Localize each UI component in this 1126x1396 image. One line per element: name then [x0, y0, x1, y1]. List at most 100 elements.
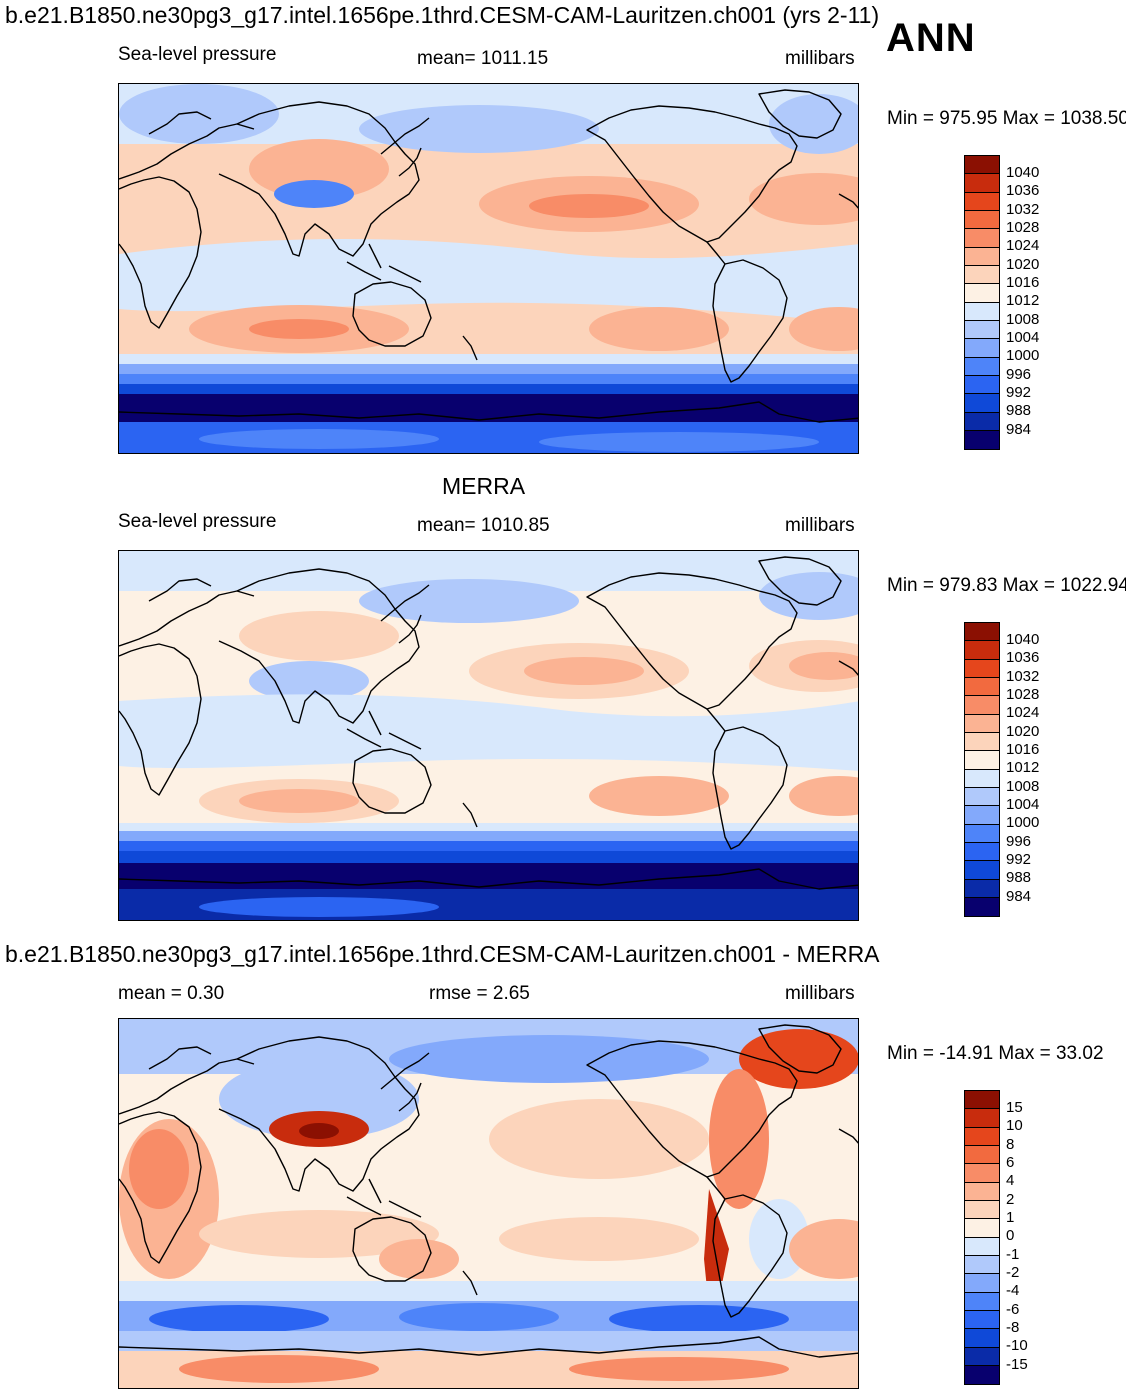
colorbar-swatch: [965, 1200, 999, 1220]
colorbar-tick-label: 8: [1006, 1135, 1015, 1153]
colorbar-swatch: [965, 394, 999, 413]
colorbar-tick-label: 988: [1006, 402, 1032, 420]
panel1-left-label: Sea-level pressure: [118, 44, 277, 65]
colorbar-swatch: [965, 1310, 999, 1330]
colorbar-swatch: [965, 156, 999, 175]
colorbar-tick-label: -2: [1006, 1263, 1020, 1281]
colorbar-swatch: [965, 1292, 999, 1311]
panel2-left-label: Sea-level pressure: [118, 511, 277, 532]
colorbar-swatch: [965, 842, 999, 862]
colorbar-tick-label: 1020: [1006, 255, 1040, 273]
merra-slp-map: [118, 550, 859, 921]
panel2-heading: MERRA: [442, 473, 526, 499]
colorbar-tick-label: 2: [1006, 1190, 1015, 1208]
colorbar-tick-label: 1036: [1006, 649, 1040, 667]
colorbar-swatch: [965, 897, 999, 917]
colorbar-swatch: [965, 696, 999, 715]
season-label: ANN: [886, 16, 976, 60]
colorbar-swatch: [965, 320, 999, 340]
panel3-heading: b.e21.B1850.ne30pg3_g17.intel.1656pe.1th…: [5, 941, 880, 967]
panel1-colorbar: [964, 155, 1000, 451]
colorbar-swatch: [965, 430, 999, 450]
colorbar-swatch: [965, 284, 999, 303]
panel3-colorbar: [964, 1090, 1000, 1386]
colorbar-tick-label: 1016: [1006, 273, 1040, 291]
panel1-minmax: Min = 975.95 Max = 1038.50: [887, 108, 1126, 129]
colorbar-swatch: [965, 174, 999, 193]
colorbar-swatch: [965, 229, 999, 248]
colorbar-tick-label: 1016: [1006, 740, 1040, 758]
colorbar-tick-label: 992: [1006, 850, 1032, 868]
case-title: b.e21.B1850.ne30pg3_g17.intel.1656pe.1th…: [5, 2, 880, 28]
panel2-mean-label: mean= 1010.85: [417, 515, 550, 536]
colorbar-swatch: [965, 375, 999, 395]
panel2-units-label: millibars: [785, 515, 855, 536]
panel3-rmse-label: rmse = 2.65: [429, 983, 530, 1004]
colorbar-swatch: [965, 751, 999, 770]
colorbar-tick-label: 988: [1006, 869, 1032, 887]
colorbar-swatch: [965, 714, 999, 733]
colorbar-tick-label: 1028: [1006, 218, 1040, 236]
colorbar-swatch: [965, 806, 999, 825]
colorbar-swatch: [965, 861, 999, 880]
colorbar-swatch: [965, 210, 999, 230]
colorbar-tick-label: 996: [1006, 365, 1032, 383]
colorbar-tick-label: 1012: [1006, 292, 1040, 310]
colorbar-tick-label: 1008: [1006, 777, 1040, 795]
colorbar-swatch: [965, 787, 999, 807]
colorbar-swatch: [965, 1365, 999, 1385]
colorbar-tick-label: -6: [1006, 1300, 1020, 1318]
colorbar-tick-label: 984: [1006, 887, 1032, 905]
colorbar-tick-label: 1036: [1006, 182, 1040, 200]
colorbar-tick-label: 1004: [1006, 328, 1040, 346]
colorbar-tick-label: 10: [1006, 1117, 1023, 1135]
colorbar-swatch: [965, 1255, 999, 1275]
colorbar-tick-label: 1040: [1006, 631, 1040, 648]
colorbar-swatch: [965, 339, 999, 358]
difference-map: [118, 1018, 859, 1389]
colorbar-swatch: [965, 732, 999, 752]
colorbar-swatch: [965, 1237, 999, 1256]
panel3-minmax: Min = -14.91 Max = 33.02: [887, 1043, 1104, 1064]
colorbar-swatch: [965, 1274, 999, 1293]
colorbar-tick-label: 1004: [1006, 795, 1040, 813]
colorbar-tick-label: 984: [1006, 420, 1032, 438]
colorbar-swatch: [965, 769, 999, 788]
colorbar-tick-label: -4: [1006, 1282, 1020, 1300]
colorbar-tick-label: 15: [1006, 1099, 1023, 1116]
colorbar-tick-label: 1032: [1006, 667, 1040, 685]
colorbar-tick-label: -15: [1006, 1355, 1028, 1373]
colorbar-swatch: [965, 1347, 999, 1366]
colorbar-swatch: [965, 1182, 999, 1201]
panel1-units-label: millibars: [785, 48, 855, 69]
colorbar-tick-label: 1024: [1006, 704, 1040, 722]
colorbar-swatch: [965, 357, 999, 376]
colorbar-tick-label: 1008: [1006, 310, 1040, 328]
colorbar-swatch: [965, 302, 999, 321]
colorbar-tick-label: 1028: [1006, 685, 1040, 703]
colorbar-tick-label: 992: [1006, 383, 1032, 401]
colorbar-swatch: [965, 1091, 999, 1110]
colorbar-swatch: [965, 1329, 999, 1348]
colorbar-tick-label: 1032: [1006, 200, 1040, 218]
colorbar-swatch: [965, 1219, 999, 1238]
colorbar-tick-label: 0: [1006, 1227, 1015, 1245]
colorbar-tick-label: -8: [1006, 1318, 1020, 1336]
colorbar-tick-label: 1012: [1006, 759, 1040, 777]
colorbar-swatch: [965, 659, 999, 678]
colorbar-tick-label: 1040: [1006, 164, 1040, 181]
colorbar-swatch: [965, 623, 999, 642]
panel2-minmax: Min = 979.83 Max = 1022.94: [887, 575, 1126, 596]
panel2-colorbar: [964, 622, 1000, 918]
colorbar-swatch: [965, 824, 999, 843]
colorbar-tick-label: 1024: [1006, 237, 1040, 255]
colorbar-swatch: [965, 1164, 999, 1183]
colorbar-swatch: [965, 1109, 999, 1128]
colorbar-swatch: [965, 677, 999, 697]
colorbar-tick-label: 1: [1006, 1208, 1015, 1226]
colorbar-tick-label: 1000: [1006, 347, 1040, 365]
model-slp-map: [118, 83, 859, 454]
panel1-mean-label: mean= 1011.15: [417, 48, 549, 69]
panel3-units-label: millibars: [785, 983, 855, 1004]
colorbar-swatch: [965, 265, 999, 285]
